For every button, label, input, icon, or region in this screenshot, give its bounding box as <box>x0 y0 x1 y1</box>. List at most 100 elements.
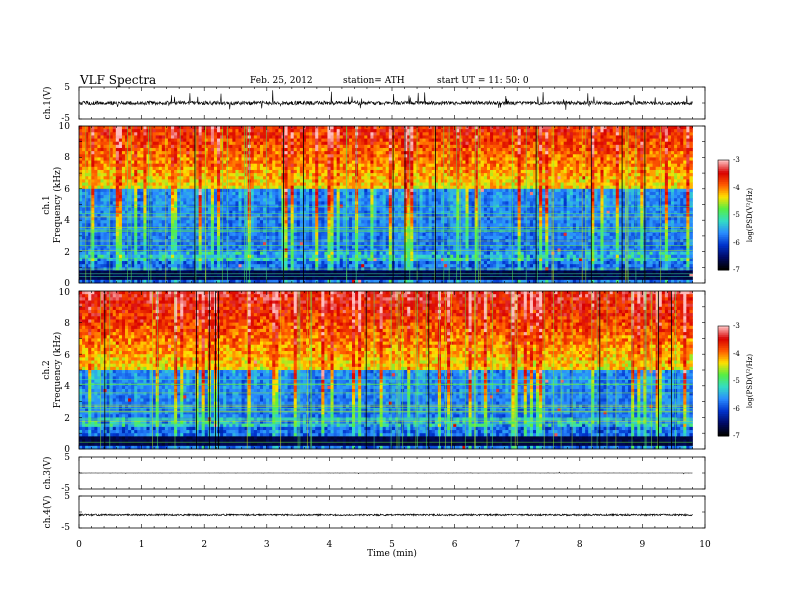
spectrogram-cell <box>162 183 165 187</box>
spectrogram-cell <box>260 142 263 146</box>
spectrogram-cell <box>226 255 229 259</box>
spectrogram-cell <box>367 173 370 177</box>
spectrogram-cell <box>370 223 373 227</box>
spectrogram-cell <box>104 233 107 237</box>
spectrogram-cell <box>355 223 358 227</box>
spectrogram-cell <box>285 245 288 249</box>
spectrogram-cell <box>364 173 367 177</box>
spectrogram-cell <box>364 208 367 212</box>
spectrogram-cell <box>331 186 334 190</box>
spectrogram-cell <box>110 164 113 168</box>
spectrogram-cell <box>294 145 297 149</box>
spectrogram-cell <box>377 179 380 183</box>
spectrogram-cell <box>312 135 315 139</box>
spectrogram-cell <box>327 233 330 237</box>
spectrogram-cell <box>226 183 229 187</box>
spectrogram-cell <box>367 220 370 224</box>
spectrogram-cell <box>94 189 97 193</box>
spectrogram-cell <box>377 176 380 180</box>
spectrogram-cell <box>153 195 156 199</box>
spectrogram-cell <box>122 173 125 177</box>
spectrogram-cell <box>140 198 143 202</box>
spectrogram-cell <box>315 167 318 171</box>
spectrogram-cell <box>278 179 281 183</box>
spectrogram-cell <box>235 151 238 155</box>
spectrogram-cell <box>331 135 334 139</box>
spectrogram-cell <box>251 170 254 174</box>
spectrogram-cell <box>349 248 352 252</box>
spectrogram-cell <box>217 233 220 237</box>
spectrogram-cell <box>131 264 134 268</box>
spectrogram-cell <box>94 208 97 212</box>
spectrogram-cell <box>232 255 235 259</box>
spectrogram-cell <box>361 126 364 130</box>
spectrogram-cell <box>260 220 263 224</box>
spectrogram-cell <box>309 179 312 183</box>
ch1-waveform-panel: 5 -5 ch.1(V) <box>42 83 705 124</box>
spectrogram-cell <box>140 192 143 196</box>
spectrogram-cell <box>334 164 337 168</box>
spectrogram-cell <box>337 223 340 227</box>
spectrogram-cell <box>239 157 242 161</box>
spectrogram-cell <box>199 217 202 221</box>
spectrogram-cell <box>324 164 327 168</box>
spectrogram-cell <box>143 208 146 212</box>
spectrogram-cell <box>367 129 370 133</box>
spectrogram-cell <box>254 129 257 133</box>
spectrogram-cell <box>285 151 288 155</box>
spectrogram-cell <box>116 233 119 237</box>
spectrogram-cell <box>312 223 315 227</box>
spectrogram-cell <box>174 233 177 237</box>
spectrogram-cell <box>251 223 254 227</box>
spectrogram-cell <box>260 201 263 205</box>
spectrogram-cell <box>355 145 358 149</box>
spectrogram-cell <box>192 161 195 165</box>
spectrogram-cell <box>254 148 257 152</box>
spectrogram-cell <box>312 161 315 165</box>
spectrogram-cell <box>116 186 119 190</box>
spectrogram-cell <box>312 261 315 265</box>
spectrogram-cell <box>321 255 324 259</box>
spectrogram-cell <box>202 264 205 268</box>
spectrogram-cell <box>251 126 254 130</box>
spectrogram-cell <box>100 277 103 281</box>
spectrogram-cell <box>208 142 211 146</box>
spectrogram-cell <box>171 264 174 268</box>
spectrogram-cell <box>257 189 260 193</box>
spectrogram-cell <box>110 192 113 196</box>
spectrogram-cell <box>153 245 156 249</box>
spectrogram-cell <box>349 183 352 187</box>
spectrogram-cell <box>306 145 309 149</box>
spectrogram-cell <box>251 179 254 183</box>
spectrogram-cell <box>199 170 202 174</box>
spectrogram-cell <box>226 132 229 136</box>
spectrogram-cell <box>288 245 291 249</box>
spectrogram-cell <box>165 129 168 133</box>
spectrogram-cell <box>349 233 352 237</box>
spectrogram-cell <box>217 176 220 180</box>
spectrogram-cell <box>146 154 149 158</box>
spectrogram-cell <box>269 248 272 252</box>
spectrogram-cell <box>349 142 352 146</box>
spectrogram-cell <box>174 145 177 149</box>
spectrogram-cell <box>104 132 107 136</box>
spectrogram-cell <box>260 270 263 274</box>
spectrogram-cell <box>97 167 100 171</box>
spectrogram-cell <box>150 157 153 161</box>
spectrogram-cell <box>116 192 119 196</box>
spectrogram-cell <box>217 277 220 281</box>
spectrogram-cell <box>321 186 324 190</box>
spectrogram-cell <box>189 179 192 183</box>
spectrogram-cell <box>306 132 309 136</box>
spectrogram-cell <box>226 236 229 240</box>
spectrogram-cell <box>251 192 254 196</box>
spectrogram-cell <box>291 261 294 265</box>
spectrogram-cell <box>278 154 281 158</box>
spectrogram-cell <box>337 261 340 265</box>
spectrogram-cell <box>113 223 116 227</box>
spectrogram-cell <box>97 135 100 139</box>
spectrogram-cell <box>226 157 229 161</box>
spectrogram-cell <box>349 154 352 158</box>
spectrogram-cell <box>220 220 223 224</box>
spectrogram-cell <box>174 217 177 221</box>
